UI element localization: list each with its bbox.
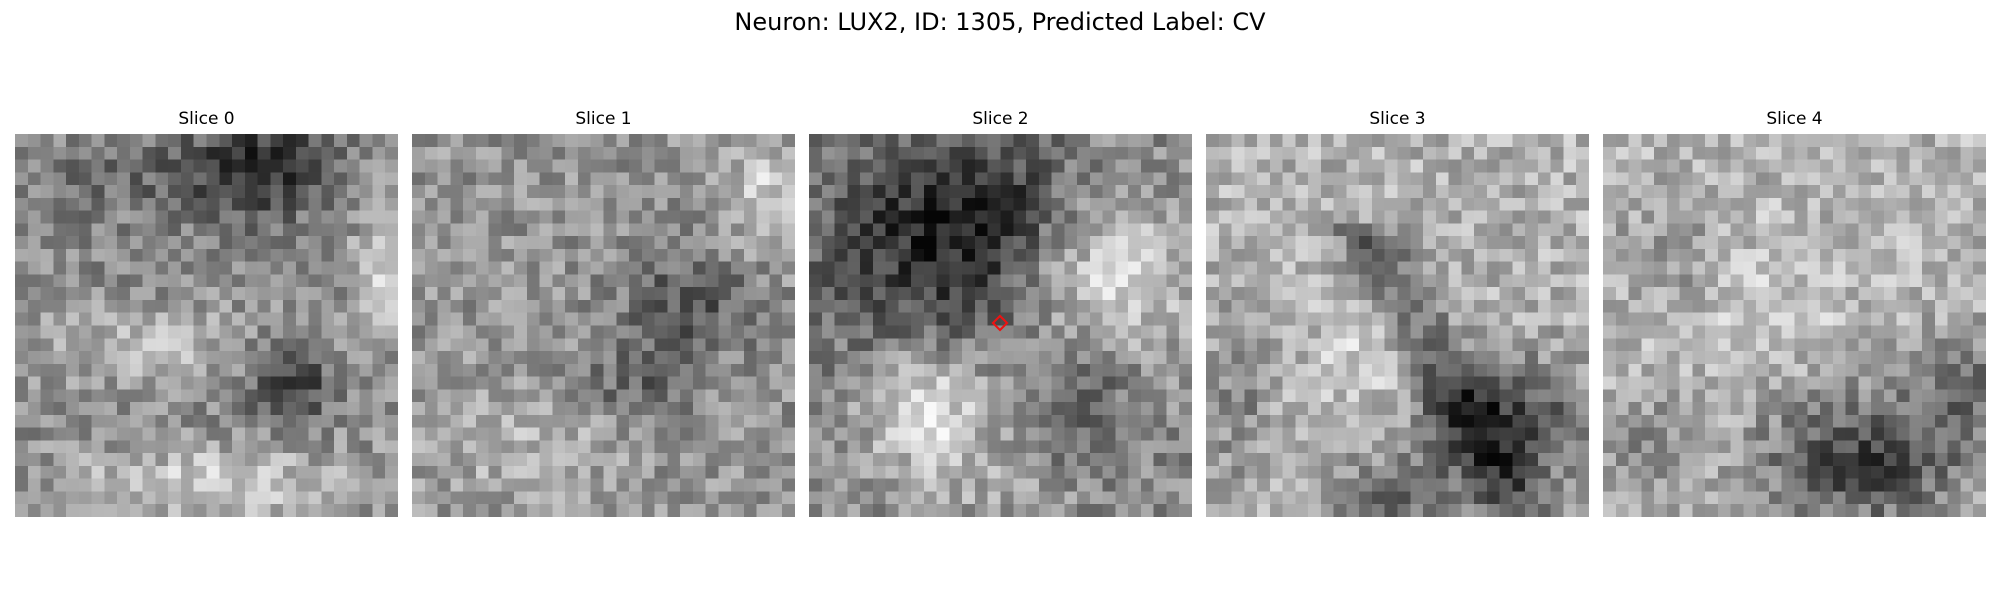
- slice-panel-3: Slice 3: [1206, 108, 1589, 517]
- slice-image-1: [412, 134, 795, 517]
- slice-title-2: Slice 2: [972, 109, 1029, 129]
- slice-image-3: [1206, 134, 1589, 517]
- slice-title-1: Slice 1: [575, 109, 632, 129]
- slice-panel-0: Slice 0: [15, 108, 398, 517]
- slice-image-2: [809, 134, 1192, 517]
- slice-image-4: [1603, 134, 1986, 517]
- slice-title-4: Slice 4: [1766, 109, 1823, 129]
- slice-title-3: Slice 3: [1369, 109, 1426, 129]
- slice-panel-4: Slice 4: [1603, 108, 1986, 517]
- figure-title: Neuron: LUX2, ID: 1305, Predicted Label:…: [734, 8, 1266, 36]
- slice-panel-2: Slice 2: [809, 108, 1192, 517]
- slice-panel-1: Slice 1: [412, 108, 795, 517]
- slice-title-0: Slice 0: [178, 109, 235, 129]
- slice-image-0: [15, 134, 398, 517]
